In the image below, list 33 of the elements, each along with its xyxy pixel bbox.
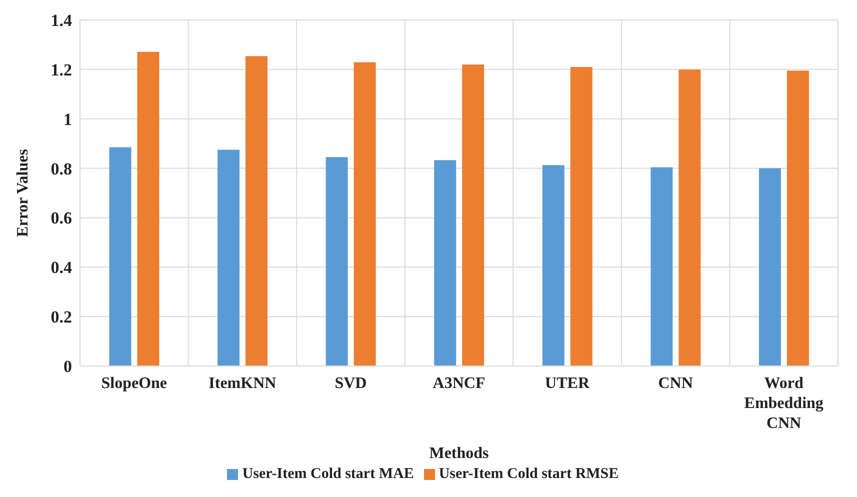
bar xyxy=(462,64,484,366)
bar xyxy=(650,167,673,366)
x-tick-label: Word Embedding CNN xyxy=(744,375,824,432)
bar xyxy=(218,150,240,366)
x-tick-label: UTER xyxy=(545,375,590,392)
y-tick-label: 1 xyxy=(64,110,72,129)
x-axis-title: Methods xyxy=(429,445,489,462)
y-tick-label: 0.4 xyxy=(50,258,72,278)
y-tick-label: 0.2 xyxy=(50,308,72,327)
bar xyxy=(326,157,348,366)
y-tick-label: 0 xyxy=(64,357,72,376)
bar xyxy=(137,52,160,366)
bar xyxy=(246,56,268,366)
bar xyxy=(109,147,132,366)
bar xyxy=(678,70,701,366)
y-tick-label: 1.2 xyxy=(50,60,72,80)
x-tick-label: SlopeOne xyxy=(101,375,168,392)
y-tick-label: 0.8 xyxy=(50,159,72,178)
y-tick-label: 0.6 xyxy=(50,208,72,228)
x-tick-label: CNN xyxy=(658,375,694,392)
legend-label: User-Item Cold start MAE xyxy=(242,466,414,482)
bar xyxy=(542,165,564,366)
x-tick-label: ItemKNN xyxy=(208,375,277,392)
y-axis-title: Error Values xyxy=(14,149,32,237)
x-tick-label: SVD xyxy=(334,375,367,392)
bar xyxy=(570,66,592,366)
bar xyxy=(434,160,456,366)
bar xyxy=(758,168,781,366)
y-tick-label: 1.4 xyxy=(50,11,72,30)
legend-label: User-Item Cold start RMSE xyxy=(438,466,619,482)
x-tick-label: A3NCF xyxy=(432,375,486,392)
bar xyxy=(354,62,376,366)
bar xyxy=(786,70,809,366)
